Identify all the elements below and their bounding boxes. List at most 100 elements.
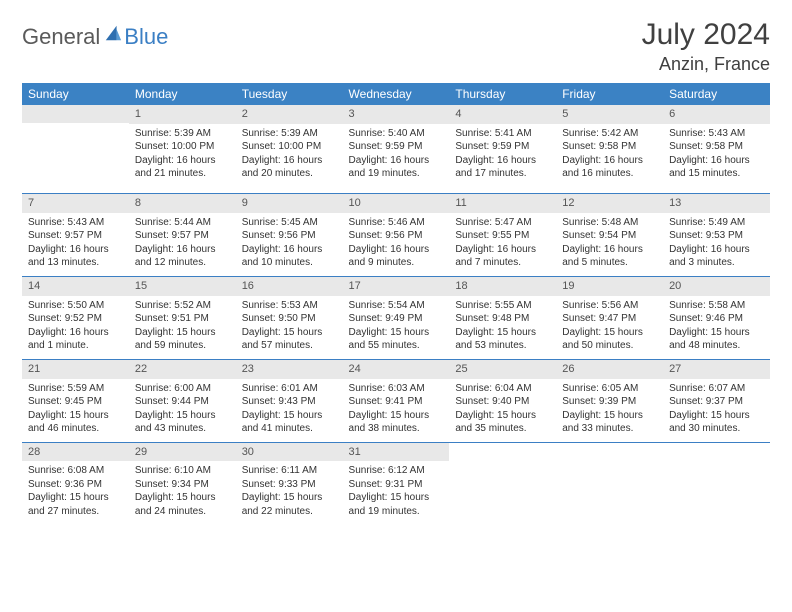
sunset-line: Sunset: 9:56 PM [349, 229, 444, 243]
sunrise-line: Sunrise: 6:01 AM [242, 382, 337, 396]
sunset-line: Sunset: 9:47 PM [562, 312, 657, 326]
daylight-line: Daylight: 15 hours and 22 minutes. [242, 491, 337, 518]
day-details: Sunrise: 6:10 AMSunset: 9:34 PMDaylight:… [129, 461, 236, 524]
weekday-monday: Monday [129, 83, 236, 105]
day-details: Sunrise: 5:50 AMSunset: 9:52 PMDaylight:… [22, 296, 129, 359]
weekday-tuesday: Tuesday [236, 83, 343, 105]
location: Anzin, France [642, 54, 770, 75]
sunset-line: Sunset: 9:57 PM [135, 229, 230, 243]
logo: General Blue [22, 24, 168, 50]
day-cell: 7Sunrise: 5:43 AMSunset: 9:57 PMDaylight… [22, 194, 129, 277]
sunset-line: Sunset: 9:56 PM [242, 229, 337, 243]
sunrise-line: Sunrise: 5:56 AM [562, 299, 657, 313]
day-details: Sunrise: 5:54 AMSunset: 9:49 PMDaylight:… [343, 296, 450, 359]
sunset-line: Sunset: 9:57 PM [28, 229, 123, 243]
sunset-line: Sunset: 9:55 PM [455, 229, 550, 243]
day-number: 17 [343, 277, 450, 296]
sunset-line: Sunset: 9:59 PM [455, 140, 550, 154]
daylight-line: Daylight: 15 hours and 24 minutes. [135, 491, 230, 518]
day-number: 19 [556, 277, 663, 296]
daylight-line: Daylight: 16 hours and 12 minutes. [135, 243, 230, 270]
day-number: 16 [236, 277, 343, 296]
calendar-table: SundayMondayTuesdayWednesdayThursdayFrid… [22, 83, 770, 524]
daylight-line: Daylight: 16 hours and 16 minutes. [562, 154, 657, 181]
empty-cell [22, 105, 129, 194]
weekday-wednesday: Wednesday [343, 83, 450, 105]
day-number: 14 [22, 277, 129, 296]
day-details: Sunrise: 5:52 AMSunset: 9:51 PMDaylight:… [129, 296, 236, 359]
daylight-line: Daylight: 15 hours and 59 minutes. [135, 326, 230, 353]
day-details: Sunrise: 5:42 AMSunset: 9:58 PMDaylight:… [556, 124, 663, 187]
sunrise-line: Sunrise: 6:04 AM [455, 382, 550, 396]
day-cell: 12Sunrise: 5:48 AMSunset: 9:54 PMDayligh… [556, 194, 663, 277]
day-details: Sunrise: 6:00 AMSunset: 9:44 PMDaylight:… [129, 379, 236, 442]
sunrise-line: Sunrise: 5:40 AM [349, 127, 444, 141]
sunset-line: Sunset: 9:52 PM [28, 312, 123, 326]
daylight-line: Daylight: 16 hours and 1 minute. [28, 326, 123, 353]
sunset-line: Sunset: 9:58 PM [669, 140, 764, 154]
day-details: Sunrise: 6:04 AMSunset: 9:40 PMDaylight:… [449, 379, 556, 442]
month-title: July 2024 [642, 18, 770, 52]
day-number: 3 [343, 105, 450, 124]
sunrise-line: Sunrise: 5:49 AM [669, 216, 764, 230]
day-number: 8 [129, 194, 236, 213]
daylight-line: Daylight: 16 hours and 5 minutes. [562, 243, 657, 270]
day-details: Sunrise: 6:05 AMSunset: 9:39 PMDaylight:… [556, 379, 663, 442]
day-details: Sunrise: 5:39 AMSunset: 10:00 PMDaylight… [129, 124, 236, 187]
day-cell: 16Sunrise: 5:53 AMSunset: 9:50 PMDayligh… [236, 276, 343, 359]
title-block: July 2024 Anzin, France [642, 18, 770, 75]
day-cell: 30Sunrise: 6:11 AMSunset: 9:33 PMDayligh… [236, 442, 343, 524]
daylight-line: Daylight: 16 hours and 15 minutes. [669, 154, 764, 181]
day-number: 29 [129, 443, 236, 462]
logo-text-general: General [22, 24, 100, 50]
day-cell: 3Sunrise: 5:40 AMSunset: 9:59 PMDaylight… [343, 105, 450, 194]
day-number: 26 [556, 360, 663, 379]
day-number: 20 [663, 277, 770, 296]
sunrise-line: Sunrise: 6:11 AM [242, 464, 337, 478]
day-number: 2 [236, 105, 343, 124]
day-details: Sunrise: 6:01 AMSunset: 9:43 PMDaylight:… [236, 379, 343, 442]
week-row: 28Sunrise: 6:08 AMSunset: 9:36 PMDayligh… [22, 442, 770, 524]
sunset-line: Sunset: 9:40 PM [455, 395, 550, 409]
day-number: 10 [343, 194, 450, 213]
daylight-line: Daylight: 15 hours and 53 minutes. [455, 326, 550, 353]
day-cell: 26Sunrise: 6:05 AMSunset: 9:39 PMDayligh… [556, 359, 663, 442]
sunset-line: Sunset: 9:33 PM [242, 478, 337, 492]
day-details: Sunrise: 6:11 AMSunset: 9:33 PMDaylight:… [236, 461, 343, 524]
day-number: 24 [343, 360, 450, 379]
day-cell: 15Sunrise: 5:52 AMSunset: 9:51 PMDayligh… [129, 276, 236, 359]
empty-cell [556, 442, 663, 524]
day-details: Sunrise: 5:47 AMSunset: 9:55 PMDaylight:… [449, 213, 556, 276]
day-number: 18 [449, 277, 556, 296]
day-details: Sunrise: 6:03 AMSunset: 9:41 PMDaylight:… [343, 379, 450, 442]
sunrise-line: Sunrise: 5:44 AM [135, 216, 230, 230]
sunset-line: Sunset: 9:48 PM [455, 312, 550, 326]
daylight-line: Daylight: 15 hours and 50 minutes. [562, 326, 657, 353]
daylight-line: Daylight: 16 hours and 9 minutes. [349, 243, 444, 270]
sunrise-line: Sunrise: 5:48 AM [562, 216, 657, 230]
day-number: 30 [236, 443, 343, 462]
day-cell: 23Sunrise: 6:01 AMSunset: 9:43 PMDayligh… [236, 359, 343, 442]
daylight-line: Daylight: 15 hours and 43 minutes. [135, 409, 230, 436]
sunrise-line: Sunrise: 5:54 AM [349, 299, 444, 313]
daylight-line: Daylight: 15 hours and 55 minutes. [349, 326, 444, 353]
day-cell: 4Sunrise: 5:41 AMSunset: 9:59 PMDaylight… [449, 105, 556, 194]
daylight-line: Daylight: 15 hours and 35 minutes. [455, 409, 550, 436]
sunset-line: Sunset: 9:34 PM [135, 478, 230, 492]
sunset-line: Sunset: 9:43 PM [242, 395, 337, 409]
day-cell: 13Sunrise: 5:49 AMSunset: 9:53 PMDayligh… [663, 194, 770, 277]
sunrise-line: Sunrise: 5:39 AM [242, 127, 337, 141]
day-number: 5 [556, 105, 663, 124]
sunset-line: Sunset: 9:58 PM [562, 140, 657, 154]
day-details: Sunrise: 5:44 AMSunset: 9:57 PMDaylight:… [129, 213, 236, 276]
weekday-sunday: Sunday [22, 83, 129, 105]
week-row: 21Sunrise: 5:59 AMSunset: 9:45 PMDayligh… [22, 359, 770, 442]
day-details: Sunrise: 5:55 AMSunset: 9:48 PMDaylight:… [449, 296, 556, 359]
day-number: 27 [663, 360, 770, 379]
day-details: Sunrise: 5:45 AMSunset: 9:56 PMDaylight:… [236, 213, 343, 276]
day-number: 25 [449, 360, 556, 379]
sunrise-line: Sunrise: 5:46 AM [349, 216, 444, 230]
sunrise-line: Sunrise: 6:07 AM [669, 382, 764, 396]
day-details: Sunrise: 6:07 AMSunset: 9:37 PMDaylight:… [663, 379, 770, 442]
day-cell: 24Sunrise: 6:03 AMSunset: 9:41 PMDayligh… [343, 359, 450, 442]
